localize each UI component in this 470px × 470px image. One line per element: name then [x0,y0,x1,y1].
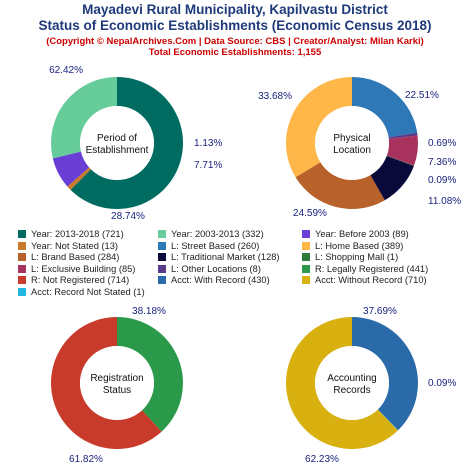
legend-item: R: Legally Registered (441) [302,264,428,275]
total-line: Total Economic Establishments: 1,155 [148,47,322,58]
legend-swatch [302,253,310,261]
donut-center-label: Registration [90,373,143,384]
legend-item: L: Other Locations (8) [158,264,261,275]
slice-pct-label: 61.82% [69,454,103,465]
legend-swatch [158,253,166,261]
legend-item: Year: 2013-2018 (721) [18,229,124,240]
legend-item: L: Shopping Mall (1) [302,252,398,263]
legend-swatch [18,287,26,296]
legend-item: L: Street Based (260) [158,241,259,252]
legend-item: L: Home Based (389) [302,241,403,252]
legend-swatch [18,253,26,261]
legend-label: L: Shopping Mall (1) [315,252,399,262]
pie-slice [52,151,90,187]
pie-slice [286,317,398,450]
chart-title-line2: Status of Economic Establishments (Econo… [38,18,432,33]
legend-label: L: Street Based (260) [171,240,260,251]
slice-pct-label: 37.69% [363,306,397,317]
pie-slice [377,409,399,431]
legend-swatch [18,241,26,250]
slice-pct-label: 0.09% [428,175,456,186]
legend-item: Acct: With Record (430) [158,275,270,286]
donut-hole [80,346,154,420]
donut-center-label: Location [333,145,371,156]
legend-swatch [18,264,26,273]
pie-slice [51,317,162,449]
chart-title-line1: Mayadevi Rural Municipality, Kapilvastu … [82,2,388,17]
slice-pct-label: 0.69% [428,138,456,149]
legend-item: Acct: Without Record (710) [302,275,427,286]
pie-slice [388,132,418,139]
pie-slice [285,77,352,178]
legend-swatch [158,230,166,238]
donut-center-label: Period of [97,133,137,144]
pie-slice [370,155,414,201]
slice-pct-label: 62.42% [49,65,83,76]
pie-slice [117,317,183,432]
slice-pct-label: 1.13% [194,138,222,149]
pie-slice [386,135,418,166]
donut-center-label: Records [333,385,370,396]
legend-label: Acct: Record Not Stated (1) [31,286,145,297]
legend-item: Year: Before 2003 (89) [302,229,409,240]
pie-slice [67,167,91,190]
legend-item: L: Brand Based (284) [18,252,119,263]
legend-label: R: Legally Registered (441) [315,263,429,274]
slice-pct-label: 24.59% [293,208,327,219]
legend-label: Year: Before 2003 (89) [315,229,409,239]
donut-center-label: Accounting [327,373,376,384]
legend-item: Year: 2003-2013 (332) [158,229,264,240]
pie-slice [50,77,117,159]
legend-label: Acct: Without Record (710) [315,275,427,285]
slice-pct-label: 33.68% [258,91,292,102]
pie-slice [386,155,415,166]
donut-hole [315,346,389,420]
legend-label: L: Traditional Market (128) [171,252,280,262]
legend-label: Year: 2013-2018 (721) [31,229,124,239]
legend-label: R: Not Registered (714) [31,275,130,285]
donut-hole [315,106,389,180]
legend-item: L: Traditional Market (128) [158,252,280,263]
slice-pct-label: 28.74% [111,211,145,222]
donut-center-label: Status [103,385,131,396]
legend-swatch [158,276,166,284]
pie-slice [70,77,184,209]
legend-item: L: Exclusive Building (85) [18,264,135,275]
pie-slice [295,162,385,210]
slice-pct-label: 22.51% [405,90,439,101]
pie-slice [352,77,418,138]
legend-label: Acct: With Record (430) [171,275,270,285]
donut-hole [80,106,154,180]
copyright-line: (Copyright © NepalArchives.Com | Data So… [46,36,424,47]
legend-swatch [18,276,26,284]
slice-pct-label: 62.23% [305,454,339,465]
legend-item: Year: Not Stated (13) [18,241,118,252]
legend-label: L: Brand Based (284) [31,252,120,262]
legend-swatch [158,264,166,273]
legend-swatch [18,230,26,238]
legend-label: Year: Not Stated (13) [31,240,118,251]
slice-pct-label: 7.36% [428,157,456,168]
legend-label: L: Other Locations (8) [171,263,261,274]
donut-center-label: Physical [333,133,370,144]
legend-swatch [302,241,310,250]
slice-pct-label: 38.18% [132,306,166,317]
slice-pct-label: 7.71% [194,160,222,171]
slice-pct-label: 0.09% [428,378,456,389]
legend-swatch [158,241,166,250]
legend-label: L: Home Based (389) [315,240,404,251]
legend-swatch [302,276,310,284]
slice-pct-label: 11.08% [428,196,461,207]
pie-slice [352,317,419,431]
donut-center-label: Establishment [86,145,149,156]
legend-label: L: Exclusive Building (85) [31,263,136,274]
legend-item: R: Not Registered (714) [18,275,129,286]
legend-swatch [302,230,310,238]
legend-item: Acct: Record Not Stated (1) [18,287,145,298]
legend-swatch [302,264,310,273]
legend-label: Year: 2003-2013 (332) [171,229,264,239]
